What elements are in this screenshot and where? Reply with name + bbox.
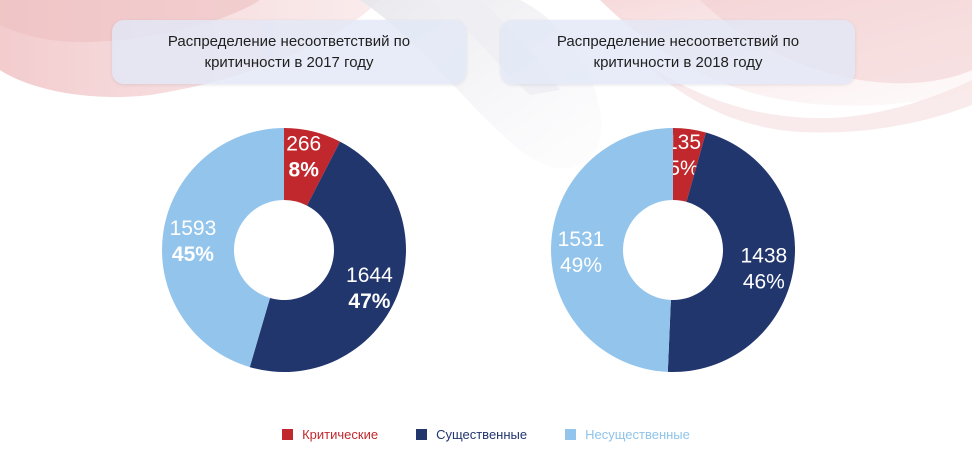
chart-legend: Критические Существенные Несущественные bbox=[0, 427, 972, 442]
percent-label-insignificant-2018: 49% bbox=[560, 254, 602, 277]
donut-chart-2017: 266 8% 1644 47% 1593 45% bbox=[162, 128, 406, 372]
donut-segment-significant-2017 bbox=[249, 141, 406, 372]
value-label-insignificant-2017: 1593 bbox=[170, 217, 217, 240]
value-label-critical-2018: 135 bbox=[666, 131, 701, 154]
donut-segment-critical-2017 bbox=[284, 128, 341, 206]
chart-title-2018: Распределение несоответствий по критично… bbox=[501, 20, 855, 84]
legend-item-critical: Критические bbox=[282, 427, 378, 442]
legend-swatch-significant bbox=[416, 429, 428, 440]
legend-label-critical: Критические bbox=[302, 427, 379, 442]
percent-label-significant-2018: 46% bbox=[743, 270, 785, 293]
chart-title-2017: Распределение несоответствий по критично… bbox=[112, 20, 466, 84]
legend-swatch-insignificant bbox=[565, 429, 577, 440]
donut-chart-2018: 135 5% 1438 46% 1531 49% bbox=[551, 128, 795, 372]
legend-swatch-critical bbox=[282, 429, 294, 440]
percent-label-critical-2018: 5% bbox=[668, 157, 698, 180]
legend-item-significant: Существенные bbox=[416, 427, 527, 442]
value-label-significant-2017: 1644 bbox=[346, 264, 393, 287]
legend-label-significant: Существенные bbox=[436, 427, 528, 442]
legend-item-insignificant: Несущественные bbox=[565, 427, 690, 442]
percent-label-insignificant-2017: 45% bbox=[172, 243, 214, 266]
percent-label-significant-2017: 47% bbox=[348, 290, 390, 313]
chart-title-text-2017: Распределение несоответствий по критично… bbox=[167, 33, 411, 71]
value-label-insignificant-2018: 1531 bbox=[558, 228, 605, 251]
chart-title-text-2018: Распределение несоответствий по критично… bbox=[556, 33, 800, 71]
donut-segment-insignificant-2018 bbox=[551, 128, 673, 372]
value-label-significant-2018: 1438 bbox=[740, 244, 787, 267]
percent-label-critical-2017: 8% bbox=[289, 159, 320, 182]
donut-segment-significant-2018 bbox=[667, 132, 795, 372]
donut-segment-critical-2018 bbox=[673, 128, 706, 202]
value-label-critical-2017: 266 bbox=[286, 133, 321, 156]
legend-label-insignificant: Несущественные bbox=[585, 427, 690, 442]
donut-segment-insignificant-2017 bbox=[162, 128, 284, 368]
